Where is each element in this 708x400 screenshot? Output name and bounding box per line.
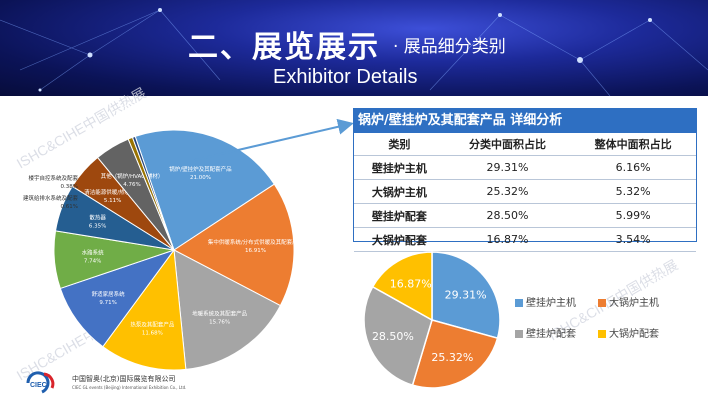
network-background	[0, 8, 708, 96]
pie-value-label: 21.00%	[190, 175, 211, 181]
pie-slice-label: 散热器	[89, 213, 106, 221]
pie-value-label: 16.91%	[245, 248, 266, 254]
pie-value-label: 16.87%	[390, 278, 432, 291]
pie-slice-label: 舒适家居系统	[92, 290, 126, 298]
column-header: 分类中面积占比	[444, 133, 571, 156]
pie-value-label: 4.76%	[123, 182, 140, 188]
legend-item: 壁挂炉配套	[515, 325, 576, 340]
detail-table-panel: 锅炉/壁挂炉及其配套产品 详细分析 类别 分类中面积占比 整体中面积占比 壁挂炉…	[353, 108, 697, 252]
pie-slice	[173, 249, 282, 370]
page-subtitle: · 展品细分类别	[393, 37, 506, 57]
pie-slice-label: 热泵及其配套产品	[130, 321, 175, 329]
page-title: 二、展览展示	[188, 30, 380, 65]
share-overall: 5.99%	[570, 203, 696, 228]
pie-slice-label: 锅炉/壁挂炉及其配套产品	[169, 165, 232, 173]
pie-slice	[102, 248, 187, 371]
pie-value-label: 6.35%	[89, 223, 106, 229]
table-row: 大锅炉主机 25.32% 5.32%	[354, 179, 696, 204]
pie-value-label: 9.71%	[99, 300, 116, 306]
pie-slice-label: 清洁能源供暖/热水产品	[84, 188, 141, 196]
column-header: 类别	[354, 133, 445, 156]
pie-slice	[59, 249, 176, 348]
detail-table-title: 锅炉/壁挂炉及其配套产品 详细分析	[354, 109, 696, 133]
legend-item: 大锅炉配套	[598, 325, 659, 340]
pie-slice-label: 集中供暖系统/分布式供暖及其配套产品	[208, 238, 304, 246]
row-name: 壁挂炉配套	[354, 203, 445, 228]
pie-value-label: 5.11%	[104, 198, 121, 204]
pie-value-label: 0.61%	[61, 204, 78, 210]
pie-slice	[411, 319, 499, 389]
ciec-logo: CIEC	[26, 371, 55, 394]
pie-slice-label: 地暖系统及其配套产品	[192, 310, 248, 318]
pie-value-label: 11.68%	[142, 331, 163, 337]
detail-table: 类别 分类中面积占比 整体中面积占比 壁挂炉主机 29.31% 6.16% 大锅…	[354, 133, 696, 252]
table-row: 壁挂炉配套 28.50% 5.99%	[354, 203, 696, 228]
row-name: 壁挂炉主机	[354, 155, 445, 180]
legend-label: 壁挂炉主机	[526, 298, 576, 309]
legend-swatch	[598, 330, 606, 338]
pie-slice-label: 楼宇自控系统及配套	[28, 174, 78, 182]
legend-item: 大锅炉主机	[598, 294, 659, 309]
pie-slice	[431, 251, 501, 340]
pie-value-label: 29.31%	[445, 288, 487, 301]
legend-label: 大锅炉配套	[609, 329, 659, 340]
legend-item: 壁挂炉主机	[515, 294, 576, 309]
pie-value-label: 15.76%	[209, 320, 230, 326]
pie-slice-label: 其他（锅炉/HVAC/辅材）	[101, 172, 164, 180]
row-name: 大锅炉配套	[354, 227, 445, 252]
table-row: 壁挂炉主机 29.31% 6.16%	[354, 155, 696, 180]
legend-swatch	[598, 299, 606, 307]
table-row: 大锅炉配套 16.87% 3.54%	[354, 227, 696, 252]
company-name-english: CIEC GL events (Beijing) International E…	[72, 385, 187, 390]
legend-swatch	[515, 299, 523, 307]
share-in-class: 25.32%	[444, 179, 571, 204]
logo-text: CIEC	[30, 382, 47, 389]
pie-slice-label: 水路系统	[82, 249, 105, 257]
row-name: 大锅炉主机	[354, 179, 445, 204]
share-in-class: 28.50%	[444, 203, 571, 228]
pie-value-label: 7.74%	[84, 259, 101, 265]
pie-slice	[173, 183, 295, 307]
share-overall: 3.54%	[570, 227, 696, 252]
column-header: 整体中面积占比	[570, 133, 696, 156]
page-title-english: Exhibitor Details	[273, 66, 418, 88]
pie-value-label: 0.38%	[61, 184, 78, 190]
legend-swatch	[515, 330, 523, 338]
pie-slice	[371, 251, 433, 322]
pie-value-label: 25.32%	[431, 351, 473, 364]
pie-slice	[363, 285, 433, 387]
pie-slice	[131, 135, 175, 251]
share-overall: 5.32%	[570, 179, 696, 204]
company-name: 中国智奥(北京)国际展览有限公司	[72, 375, 176, 383]
legend-label: 大锅炉主机	[609, 298, 659, 309]
table-header-row: 类别 分类中面积占比 整体中面积占比	[354, 133, 696, 156]
pie-slice-label: 建筑给排水系统及配套	[23, 194, 79, 202]
pie-value-label: 28.50%	[372, 330, 414, 343]
share-in-class: 16.87%	[444, 227, 571, 252]
share-in-class: 29.31%	[444, 155, 571, 180]
legend-label: 壁挂炉配套	[526, 329, 576, 340]
title-banner: 二、展览展示 · 展品细分类别 Exhibitor Details	[0, 0, 708, 96]
share-overall: 6.16%	[570, 155, 696, 180]
